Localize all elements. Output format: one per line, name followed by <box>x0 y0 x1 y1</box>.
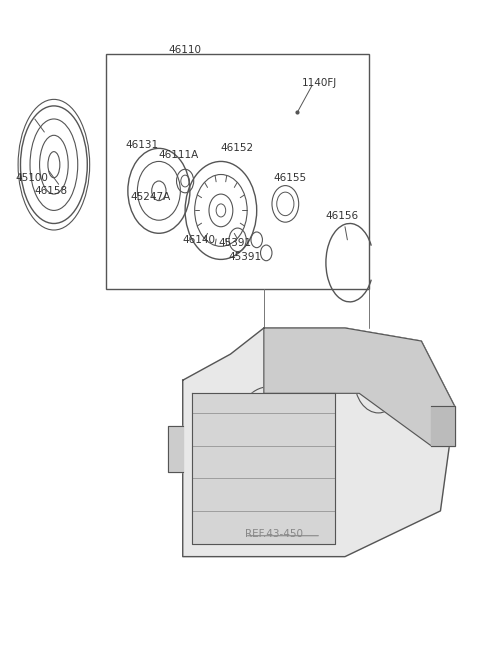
Polygon shape <box>192 394 336 544</box>
Text: 45100: 45100 <box>16 173 48 183</box>
Polygon shape <box>168 426 183 472</box>
Text: REF.43-450: REF.43-450 <box>245 529 303 539</box>
Bar <box>107 54 369 289</box>
Polygon shape <box>183 328 455 557</box>
Polygon shape <box>431 406 455 445</box>
Text: 45391: 45391 <box>218 238 252 248</box>
Text: 46156: 46156 <box>326 211 359 220</box>
Text: 46152: 46152 <box>221 144 254 154</box>
Text: 1140FJ: 1140FJ <box>302 78 337 88</box>
Polygon shape <box>264 328 455 445</box>
Text: 46155: 46155 <box>274 173 307 183</box>
Text: 46131: 46131 <box>125 140 158 150</box>
Text: 46140: 46140 <box>183 235 216 245</box>
Text: 46158: 46158 <box>35 186 68 196</box>
Text: 45391: 45391 <box>228 253 261 262</box>
Text: 46111A: 46111A <box>159 150 199 160</box>
Text: 46110: 46110 <box>168 45 202 55</box>
Text: 45247A: 45247A <box>130 192 170 202</box>
